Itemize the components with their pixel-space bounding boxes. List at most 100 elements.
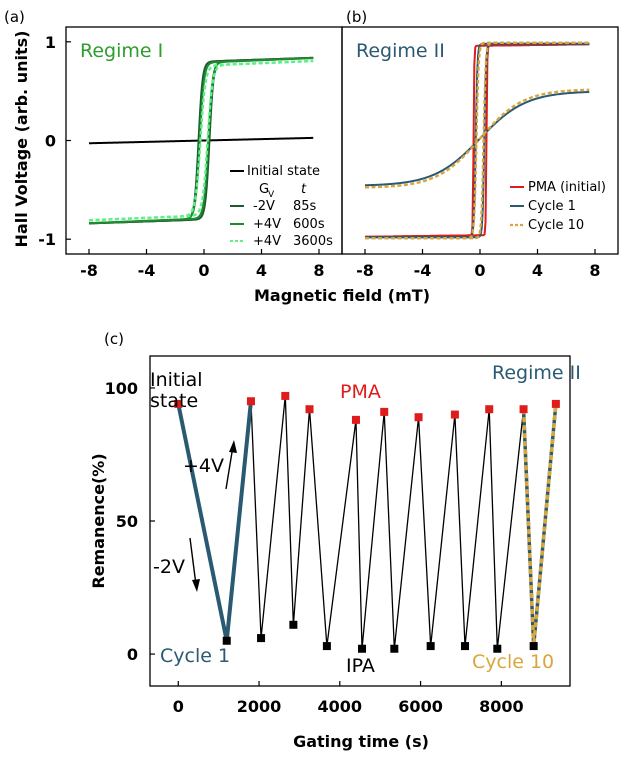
ticks-c: 0 2000 4000 6000 8000 100 50 0 [105,379,524,716]
x-tick-label-2-3: 6000 [398,697,443,716]
legend-a-time-1: 85s [293,199,317,214]
panel-label-c: (c) [104,330,124,348]
annotation-initial-state: Initial state [150,369,203,412]
ipa-point-9 [529,642,538,651]
legend-a-label-0: Initial state [247,164,320,179]
annotation-cycle-10: Cycle 10 [472,651,554,673]
legend-b-label-2: Cycle 10 [528,218,584,233]
cycle-1-line [176,401,253,642]
legend-a-time-2: 600s [293,217,325,232]
curves-c [174,391,560,653]
pma-point-5 [380,407,389,416]
y-axis-title-c: Remanence(%) [89,453,108,588]
pma-point-3 [305,405,314,414]
x-tick-label-0-1: -4 [138,261,156,280]
panel-b: (b) Regime II -8 -4 0 4 8 PMA (initial) Cycl… [341,8,619,280]
pma-point-7 [450,410,459,419]
x-tick-label-1-2: 0 [474,261,485,280]
annotation-initial-state-text: Initial state [150,369,203,412]
ipa-point-6 [426,642,435,651]
arrow-plus-4v [225,440,237,490]
legend-a: Initial state G V t -2V 85s +4V 600s +4V… [230,164,333,249]
ipa-point-0 [222,636,231,645]
regime-label-c: Regime II [492,362,581,384]
legend-a-header-v: V [268,190,275,200]
y-tick-label-0-0: 1 [45,33,56,52]
y-tick-label-0-1: 0 [45,132,56,151]
series-soft-1-2 [364,88,590,189]
ipa-point-7 [461,642,469,651]
x-axis-title-c: Gating time (s) [293,732,429,751]
annotation-pma: PMA [340,381,381,403]
legend-b-label-1: Cycle 1 [528,199,576,214]
ipa-point-2 [289,620,298,629]
x-tick-label-2-0: 0 [173,697,184,716]
initial-state-line1: Initial [150,369,203,391]
x-tick-label-2-1: 2000 [237,697,282,716]
ticks-a: -8 -4 0 4 8 1 0 -1 [38,33,324,280]
legend-a-label-2: +4V [253,217,281,232]
pma-point-4 [351,415,360,424]
arrow-minus-2v [189,537,200,592]
y-tick-label-2-0: 100 [105,379,138,398]
series-loop-0-2-down [88,57,314,225]
remanence-zigzag-line [177,395,557,649]
x-tick-label-1-3: 4 [532,261,543,280]
annotation-minus-2v: -2V [153,556,185,578]
legend-b-label-0: PMA (initial) [528,180,606,195]
panel-c: (c) 0 2000 4000 6000 8000 100 50 0 Remanence(%)… [89,330,581,751]
ipa-point-3 [322,642,331,651]
annotation-ipa: IPA [346,655,375,677]
x-tick-label-0-4: 8 [313,261,324,280]
pma-point-10 [551,399,560,408]
panel-a: (a) Regime I -8 -4 0 4 8 1 0 -1 Hall Voltage (a… [4,8,343,280]
x-tick-label-1-0: -8 [356,261,374,280]
plot-frame-b [341,26,619,255]
cycle-10-line [521,403,558,647]
ipa-point-5 [390,644,399,653]
ipa-point-4 [358,644,367,653]
x-tick-label-1-4: 8 [589,261,600,280]
pma-point-8 [485,405,494,414]
ipa-point-1 [257,634,266,643]
x-tick-label-0-2: 0 [198,261,209,280]
regime-label-a: Regime I [80,40,163,62]
pma-point-6 [414,413,423,422]
legend-a-time-3: 3600s [293,234,333,249]
curves-b [364,41,590,240]
regime-label-b: Regime II [356,40,445,62]
legend-a-label-3: +4V [253,234,281,249]
y-axis-title-text: Hall Voltage (arb. units) [12,31,31,248]
x-tick-label-2-4: 8000 [479,697,524,716]
y-tick-label-2-1: 50 [116,512,138,531]
annotation-cycle-1: Cycle 1 [160,645,230,667]
series-loop-1-2-down [365,41,590,240]
x-tick-label-1-1: -4 [414,261,432,280]
pma-point-2 [281,391,290,400]
x-tick-label-0-3: 4 [256,261,267,280]
plot-frame-c [149,355,571,687]
y-axis-title: Hall Voltage (arb. units) [12,31,31,248]
legend-a-label-1: -2V [253,199,275,214]
pma-point-1 [246,397,255,406]
annotation-plus-4v: +4V [183,455,224,477]
legend-b: PMA (initial) Cycle 1 Cycle 10 [510,180,606,233]
y-tick-label-0-2: -1 [38,230,56,249]
panel-label-a: (a) [4,8,25,26]
legend-a-header-g: G [259,182,269,197]
y-tick-label-2-2: 0 [127,645,138,664]
panel-label-b: (b) [346,8,367,26]
ticks-b: -8 -4 0 4 8 [356,249,601,280]
series-loop-0-3-up [88,59,314,222]
pma-point-0 [174,399,183,408]
curves-a [88,56,314,225]
pma-point-9 [519,405,528,414]
initial-state-line2: state [150,390,198,412]
x-tick-label-2-2: 4000 [318,697,363,716]
series-loop-1-2-up [365,41,590,240]
x-tick-label-0-0: -8 [80,261,98,280]
x-axis-title-top: Magnetic field (mT) [254,286,430,305]
ipa-point-8 [493,644,502,653]
legend-a-header-t: t [301,182,307,197]
